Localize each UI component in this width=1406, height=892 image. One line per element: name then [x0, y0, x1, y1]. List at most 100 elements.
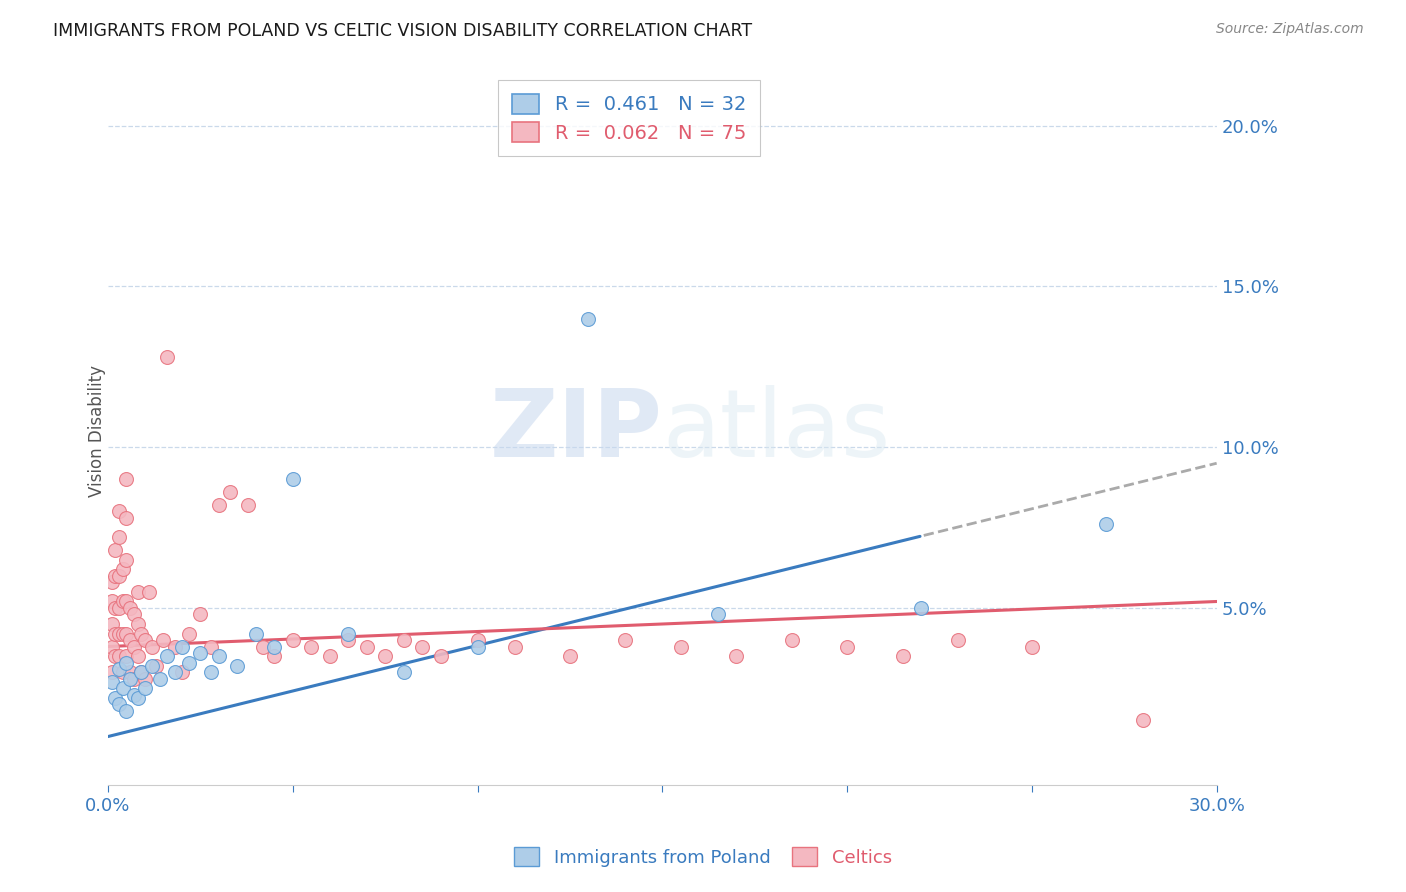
Point: [115, 704, 138, 718]
Point: [122, 688, 145, 702]
Point: [190, 607, 212, 622]
Point: [138, 585, 160, 599]
Point: [115, 626, 138, 640]
Point: [281, 633, 304, 648]
Point: [374, 649, 396, 664]
Point: [392, 665, 415, 680]
Point: [100, 665, 122, 680]
Point: [108, 530, 131, 544]
Point: [129, 626, 152, 640]
Point: [134, 672, 156, 686]
Y-axis label: Vision Disability: Vision Disability: [89, 365, 105, 497]
Point: [108, 662, 131, 676]
Point: [208, 649, 231, 664]
Point: [120, 672, 142, 686]
Point: [614, 633, 637, 648]
Point: [104, 543, 127, 558]
Legend: Immigrants from Poland, Celtics: Immigrants from Poland, Celtics: [506, 840, 900, 874]
Legend: R =  0.461   N = 32, R =  0.062   N = 75: R = 0.461 N = 32, R = 0.062 N = 75: [498, 80, 759, 156]
Point: [141, 658, 163, 673]
Text: IMMIGRANTS FROM POLAND VS CELTIC VISION DISABILITY CORRELATION CHART: IMMIGRANTS FROM POLAND VS CELTIC VISION …: [53, 22, 752, 40]
Point: [115, 656, 138, 670]
Point: [706, 607, 728, 622]
Point: [134, 681, 156, 696]
Point: [669, 640, 692, 654]
Point: [115, 594, 138, 608]
Point: [392, 633, 415, 648]
Point: [252, 640, 274, 654]
Point: [946, 633, 969, 648]
Point: [115, 511, 138, 525]
Point: [163, 665, 186, 680]
Point: [127, 617, 149, 632]
Point: [122, 640, 145, 654]
Point: [111, 626, 134, 640]
Point: [910, 601, 932, 615]
Point: [558, 649, 581, 664]
Point: [780, 633, 803, 648]
Point: [100, 617, 122, 632]
Point: [319, 649, 342, 664]
Point: [299, 640, 322, 654]
Point: [127, 585, 149, 599]
Point: [108, 601, 131, 615]
Point: [263, 649, 285, 664]
Point: [156, 649, 179, 664]
Point: [134, 633, 156, 648]
Point: [145, 658, 167, 673]
Point: [129, 665, 152, 680]
Point: [100, 594, 122, 608]
Point: [149, 672, 172, 686]
Point: [725, 649, 748, 664]
Point: [122, 607, 145, 622]
Point: [190, 646, 212, 660]
Point: [108, 698, 131, 712]
Point: [200, 640, 222, 654]
Point: [337, 633, 360, 648]
Point: [1094, 517, 1116, 532]
Point: [108, 504, 131, 518]
Point: [467, 640, 489, 654]
Point: [179, 626, 201, 640]
Point: [1021, 640, 1043, 654]
Point: [170, 640, 193, 654]
Point: [835, 640, 858, 654]
Point: [163, 640, 186, 654]
Point: [127, 649, 149, 664]
Point: [108, 568, 131, 582]
Point: [120, 633, 142, 648]
Point: [104, 601, 127, 615]
Point: [108, 626, 131, 640]
Point: [120, 665, 142, 680]
Point: [1132, 714, 1154, 728]
Point: [208, 498, 231, 512]
Point: [100, 640, 122, 654]
Point: [141, 640, 163, 654]
Point: [111, 562, 134, 576]
Text: Source: ZipAtlas.com: Source: ZipAtlas.com: [1216, 22, 1364, 37]
Point: [104, 568, 127, 582]
Point: [337, 626, 360, 640]
Point: [238, 498, 260, 512]
Point: [120, 601, 142, 615]
Text: ZIP: ZIP: [489, 385, 662, 477]
Point: [245, 626, 267, 640]
Point: [104, 626, 127, 640]
Text: atlas: atlas: [662, 385, 890, 477]
Point: [100, 575, 122, 590]
Point: [129, 665, 152, 680]
Point: [429, 649, 451, 664]
Point: [200, 665, 222, 680]
Point: [111, 681, 134, 696]
Point: [108, 649, 131, 664]
Point: [578, 311, 600, 326]
Point: [122, 672, 145, 686]
Point: [467, 633, 489, 648]
Point: [156, 350, 179, 364]
Point: [115, 649, 138, 664]
Point: [115, 552, 138, 566]
Point: [111, 594, 134, 608]
Point: [356, 640, 378, 654]
Point: [170, 665, 193, 680]
Point: [226, 658, 249, 673]
